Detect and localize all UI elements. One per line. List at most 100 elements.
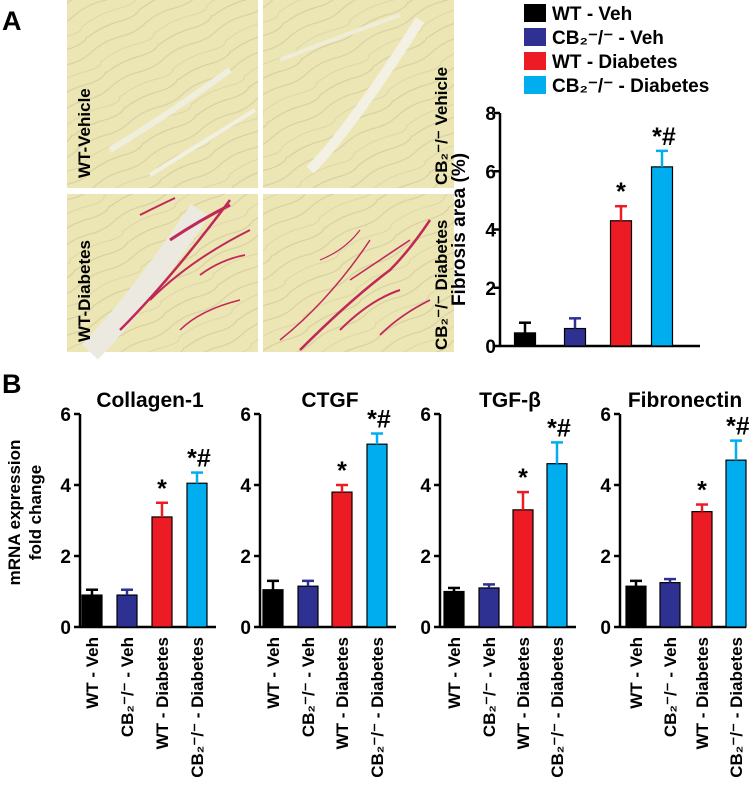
significance-marker: * — [337, 457, 347, 485]
legend-swatch-0 — [524, 4, 546, 22]
significance-marker: * — [697, 477, 707, 505]
category-label: WT - Diabetes — [693, 637, 712, 749]
chart-fibrosis-area: 0 2 4 6 8 Fibrosis area (%) * *# — [449, 104, 700, 358]
y-tick-label: 4 — [240, 476, 251, 497]
category-label: WT - Veh — [627, 637, 646, 709]
micrograph-label-cb2-vehicle: CB₂⁻/⁻ Vehicle — [432, 67, 451, 185]
bar-cb-diabetes — [546, 463, 568, 628]
legend-label-3: CB₂⁻/⁻ - Diabetes — [552, 76, 709, 97]
y-tick-label: 0 — [60, 618, 71, 639]
y-tick-label: 0 — [420, 618, 431, 639]
y-axis-label: Fibrosis area (%) — [449, 153, 470, 306]
y-tick-label: 2 — [485, 279, 496, 300]
category-label: CB₂⁻/⁻ - Diabetes — [188, 637, 207, 778]
chart-title: Collagen-1 — [96, 389, 204, 412]
bar-wt-diabetes — [609, 220, 633, 347]
y-tick-label: 6 — [240, 405, 251, 426]
legend: WT - Veh CB₂⁻/⁻ - Veh WT - Diabetes CB₂⁻/⁻ … — [524, 4, 709, 97]
bar-cb-veh — [116, 594, 138, 628]
y-tick-label: 0 — [485, 337, 496, 358]
y-tick-label: 2 — [420, 547, 431, 568]
category-label: WT - Veh — [445, 637, 464, 709]
y-tick-label: 0 — [600, 618, 611, 639]
micrograph-label-wt-diabetes: WT-Diabetes — [75, 240, 94, 342]
y-tick-label: 4 — [420, 476, 431, 497]
category-label: WT - Diabetes — [514, 637, 533, 749]
chart-fibronectin: 0 2 4 6 Fibronectin WT - Veh CB₂⁻/⁻ - Veh * WT -… — [600, 389, 749, 778]
y-tick-label: 6 — [485, 162, 496, 183]
bar-cb-veh — [563, 327, 587, 347]
category-label: CB₂⁻/⁻ - Diabetes — [727, 637, 746, 778]
bar-wt-veh — [513, 332, 537, 347]
significance-marker: * — [157, 475, 167, 503]
bar-wt-veh — [625, 585, 647, 628]
significance-marker: *# — [547, 414, 571, 442]
bar-wt-diabetes — [331, 491, 353, 628]
bar-cb-diabetes — [725, 459, 747, 628]
chart-collagen-1: 0 2 4 6 mRNA expression fold change Collagen-1… — [5, 389, 216, 778]
category-label: CB₂⁻/⁻ - Veh — [118, 637, 137, 737]
bar-cb-diabetes — [650, 166, 674, 347]
charts: 0 2 4 6 8 Fibrosis area (%) * *# 0 2 4 6 mRNA expres… — [5, 104, 749, 778]
chart-title: TGF-β — [479, 389, 541, 412]
micrograph-label-cb2-diabetes: CB₂⁻/⁻ Diabetes — [432, 220, 451, 350]
micrograph-cb2-diabetes: CB₂⁻/⁻ Diabetes — [263, 194, 454, 352]
bar-wt-diabetes — [691, 511, 713, 628]
category-label: CB₂⁻/⁻ - Diabetes — [368, 637, 387, 778]
chart-tgf: 0 2 4 6 TGF-β WT - Veh CB₂⁻/⁻ - Veh * WT - Diabe… — [420, 389, 576, 778]
micrograph-grid: WT-Vehicle CB₂⁻/⁻ Vehicle WT-Diabetes — [67, 0, 454, 360]
bar-cb-veh — [297, 585, 319, 628]
y-tick-label: 2 — [60, 547, 71, 568]
legend-label-2: WT - Diabetes — [552, 52, 678, 73]
y-axis-label: mRNA expression fold change — [5, 440, 45, 586]
significance-marker: * — [518, 464, 528, 492]
category-label: WT - Veh — [264, 637, 283, 709]
legend-label-0: WT - Veh — [552, 4, 632, 25]
bar-cb-veh — [478, 587, 500, 628]
bar-wt-diabetes — [151, 516, 173, 628]
bar-wt-veh — [81, 594, 103, 628]
y-tick-label: 0 — [240, 618, 251, 639]
bar-wt-veh — [443, 590, 465, 628]
y-tick-label: 4 — [485, 221, 496, 242]
category-label: WT - Diabetes — [333, 637, 352, 749]
micrograph-cb2-vehicle: CB₂⁻/⁻ Vehicle — [263, 0, 454, 188]
y-tick-label: 4 — [600, 476, 611, 497]
category-label: CB₂⁻/⁻ - Diabetes — [548, 637, 567, 778]
chart-ctgf: 0 2 4 6 CTGF WT - Veh CB₂⁻/⁻ - Veh * WT - Diabet… — [240, 389, 396, 778]
bar-wt-veh — [262, 589, 284, 628]
chart-title: Fibronectin — [628, 389, 742, 412]
legend-label-1: CB₂⁻/⁻ - Veh — [552, 28, 664, 49]
y-tick-label: 8 — [485, 104, 496, 125]
y-tick-label: 4 — [60, 476, 71, 497]
category-label: CB₂⁻/⁻ - Veh — [661, 637, 680, 737]
y-tick-label: 2 — [240, 547, 251, 568]
bar-cb-veh — [659, 582, 681, 628]
legend-swatch-1 — [524, 28, 546, 46]
y-tick-label: 6 — [600, 405, 611, 426]
micrograph-wt-diabetes: WT-Diabetes — [67, 194, 258, 360]
panel-letter-b: B — [2, 369, 22, 399]
significance-marker: *# — [652, 123, 676, 151]
micrograph-wt-vehicle: WT-Vehicle — [67, 0, 258, 188]
category-label: CB₂⁻/⁻ - Veh — [480, 637, 499, 737]
panel-letter-a: A — [2, 6, 22, 36]
bar-wt-diabetes — [512, 509, 534, 628]
significance-marker: *# — [187, 445, 211, 473]
bar-cb-diabetes — [366, 443, 388, 628]
legend-swatch-2 — [524, 52, 546, 70]
significance-marker: *# — [726, 413, 749, 441]
y-tick-label: 6 — [420, 405, 431, 426]
chart-title: CTGF — [301, 389, 358, 412]
significance-marker: *# — [367, 406, 391, 434]
micrograph-label-wt-vehicle: WT-Vehicle — [75, 88, 94, 178]
category-label: CB₂⁻/⁻ - Veh — [299, 637, 318, 737]
legend-swatch-3 — [524, 76, 546, 94]
y-tick-label: 2 — [600, 547, 611, 568]
y-tick-label: 6 — [60, 405, 71, 426]
significance-marker: * — [616, 178, 626, 206]
category-label: WT - Veh — [83, 637, 102, 709]
bar-cb-diabetes — [186, 482, 208, 628]
category-label: WT - Diabetes — [153, 637, 172, 749]
